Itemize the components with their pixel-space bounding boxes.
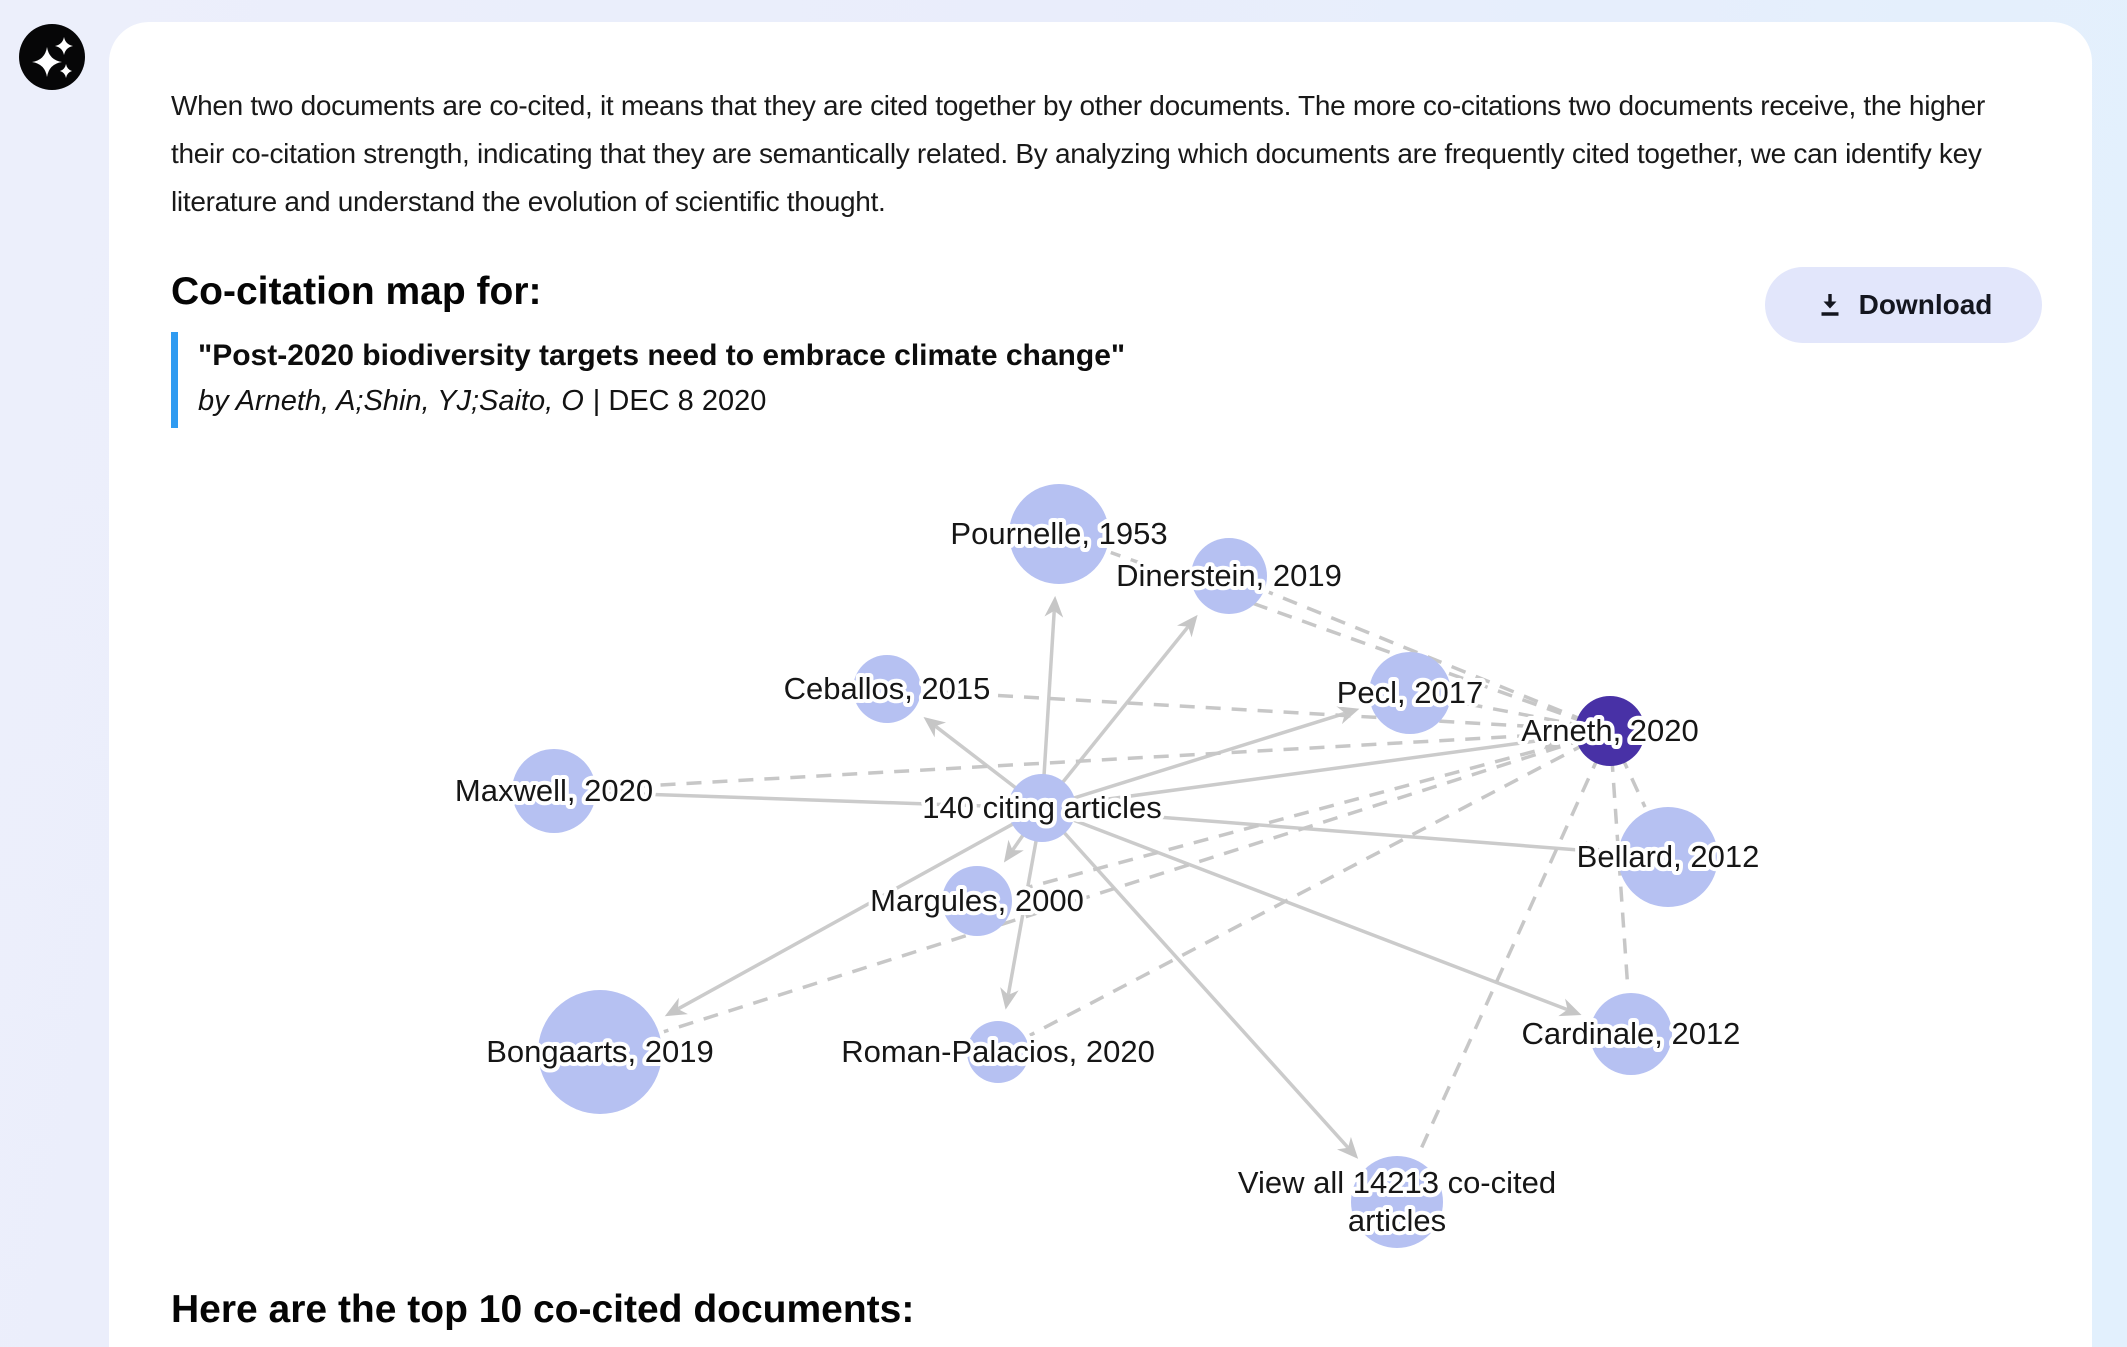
quote-title: "Post-2020 biodiversity targets need to … xyxy=(198,339,1126,372)
citation-link xyxy=(607,784,1043,810)
co-citation-link xyxy=(1029,729,1611,1037)
co-citation-link xyxy=(600,729,1611,791)
citation-link xyxy=(1041,730,1564,810)
graph-node-margules[interactable] xyxy=(942,866,1012,936)
download-icon xyxy=(1815,290,1845,320)
graph-node-pournelle[interactable] xyxy=(1009,484,1109,584)
graph-node-cardinale[interactable] xyxy=(1590,993,1672,1075)
co-citation-link xyxy=(1110,550,1611,733)
quote-date: | DEC 8 2020 xyxy=(592,385,767,417)
graph-node-dinerstein[interactable] xyxy=(1191,538,1267,614)
download-label: Download xyxy=(1858,289,1993,320)
citation-link xyxy=(1040,806,1359,1159)
citation-quote: "Post-2020 biodiversity targets need to … xyxy=(171,332,1125,428)
graph-node-viewall[interactable] xyxy=(1351,1156,1443,1248)
graph-node-roman[interactable] xyxy=(967,1021,1029,1083)
co-citation-link xyxy=(1416,730,1612,1157)
quote-byline: by Arneth, A;Shin, YJ;Saito, O | DEC 8 20… xyxy=(198,378,1125,424)
graph-node-arneth[interactable] xyxy=(1575,696,1645,766)
section-title: Co-citation map for: xyxy=(171,270,542,313)
graph-node-citing[interactable] xyxy=(1008,774,1076,842)
citation-link xyxy=(1041,806,1607,860)
citation-link xyxy=(1041,706,1360,810)
citation-link xyxy=(1040,614,1198,810)
intro-paragraph: When two documents are co-cited, it mean… xyxy=(171,90,1985,217)
message-card: When two documents are co-cited, it mean… xyxy=(109,22,2092,1347)
graph-node-ceballos[interactable] xyxy=(853,655,921,723)
graph-node-maxwell[interactable] xyxy=(512,749,596,833)
download-button[interactable]: Download xyxy=(1765,267,2042,343)
graph-node-pecl[interactable] xyxy=(1369,652,1451,734)
footer-heading: Here are the top 10 co-cited documents: xyxy=(171,1288,915,1331)
quote-authors: by Arneth, A;Shin, YJ;Saito, O xyxy=(198,385,584,417)
graph-node-bellard[interactable] xyxy=(1618,807,1718,907)
assistant-avatar xyxy=(19,24,85,90)
citation-link xyxy=(1041,806,1582,1017)
co-citation-link xyxy=(925,689,1611,733)
sparkles-icon xyxy=(32,37,73,78)
co-citation-link xyxy=(663,729,1611,1034)
co-citation-link xyxy=(1015,729,1611,893)
graph-node-bongaarts[interactable] xyxy=(538,990,662,1114)
